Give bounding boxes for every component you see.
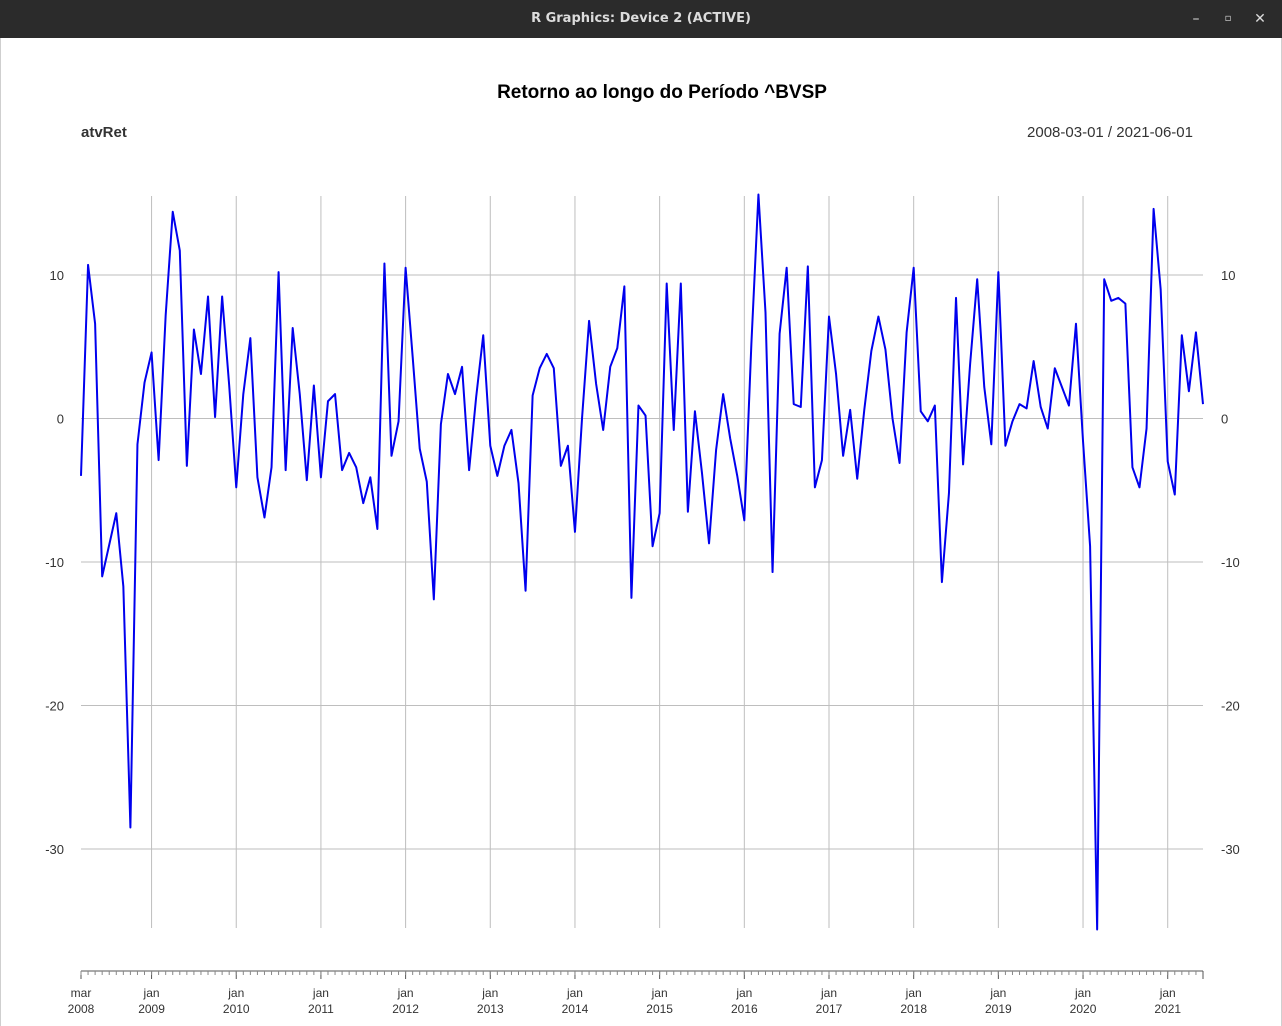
x-tick-label-month: jan: [397, 986, 414, 1000]
maximize-icon[interactable]: ▫: [1224, 13, 1232, 24]
y-tick-label-left: -30: [45, 842, 64, 857]
x-tick-label-month: jan: [820, 986, 837, 1000]
x-tick-label-month: jan: [566, 986, 583, 1000]
series-name-label: atvRet: [81, 124, 127, 141]
x-tick-label-year: 2011: [308, 1002, 334, 1016]
series-line: [80, 193, 1204, 931]
minimize-icon[interactable]: –: [1192, 11, 1200, 27]
line-chart: Retorno ao longo do Período ^BVSP atvRet…: [45, 82, 1240, 1016]
x-tick-label-month: jan: [481, 986, 498, 1000]
x-tick-label-month: jan: [735, 986, 752, 1000]
x-tick-label-year: 2015: [646, 1002, 673, 1016]
x-tick-label-year: 2010: [223, 1002, 250, 1016]
x-tick-label-month: jan: [989, 986, 1006, 1000]
y-tick-label-left: -20: [45, 699, 64, 714]
x-tick-label-year: 2017: [816, 1002, 843, 1016]
plot-canvas: Retorno ao longo do Período ^BVSP atvRet…: [0, 38, 1282, 1026]
x-tick-label-month: mar: [71, 986, 92, 1000]
x-tick-label-year: 2013: [477, 1002, 504, 1016]
y-tick-label-right: -30: [1221, 842, 1240, 857]
series-group: [80, 193, 1204, 931]
x-tick-label-month: jan: [651, 986, 668, 1000]
y-tick-label-left: -10: [45, 555, 64, 570]
x-tick-label-month: jan: [905, 986, 922, 1000]
y-tick-label-right: -10: [1221, 555, 1240, 570]
window-title: R Graphics: Device 2 (ACTIVE): [531, 11, 751, 26]
x-tick-label-year: 2012: [392, 1002, 419, 1016]
x-tick-label-month: jan: [227, 986, 244, 1000]
y-tick-label-left: 0: [57, 411, 64, 426]
x-tick-label-year: 2016: [731, 1002, 758, 1016]
chart-title: Retorno ao longo do Período ^BVSP: [497, 82, 827, 103]
date-range-label: 2008-03-01 / 2021-06-01: [1027, 124, 1193, 141]
x-tick-label-year: 2021: [1154, 1002, 1181, 1016]
x-tick-label-year: 2019: [985, 1002, 1012, 1016]
window-titlebar[interactable]: R Graphics: Device 2 (ACTIVE) – ▫ ✕: [0, 0, 1282, 38]
close-icon[interactable]: ✕: [1254, 11, 1266, 27]
grid-lines: [81, 196, 1203, 928]
x-tick-label-month: jan: [143, 986, 160, 1000]
x-tick-label-year: 2009: [138, 1002, 165, 1016]
x-tick-label-year: 2020: [1070, 1002, 1097, 1016]
x-tick-label-year: 2014: [562, 1002, 589, 1016]
x-tick-label-month: jan: [312, 986, 329, 1000]
y-tick-label-right: -20: [1221, 699, 1240, 714]
x-tick-label-year: 2008: [68, 1002, 95, 1016]
x-tick-label-month: jan: [1074, 986, 1091, 1000]
x-tick-label-year: 2018: [900, 1002, 927, 1016]
y-tick-label-left: 10: [50, 268, 64, 283]
y-tick-label-right: 10: [1221, 268, 1235, 283]
y-tick-label-right: 0: [1221, 411, 1228, 426]
x-tick-label-month: jan: [1159, 986, 1176, 1000]
x-axis: mar 2008 jan 2009 jan 2010 jan 2011 jan 2012 jan 20…: [68, 970, 1204, 1016]
y-axis: 10 10 0 0 -10 -10 -20 -20 -30 -30: [45, 268, 1240, 857]
